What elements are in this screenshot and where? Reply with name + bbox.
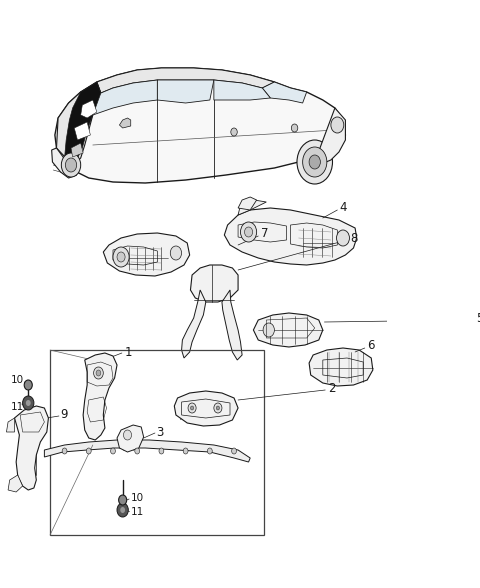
Polygon shape — [120, 118, 131, 128]
Polygon shape — [44, 440, 250, 462]
Circle shape — [297, 140, 333, 184]
Text: 1: 1 — [125, 346, 132, 359]
Circle shape — [263, 323, 275, 337]
Polygon shape — [214, 80, 270, 100]
Polygon shape — [238, 200, 266, 215]
Text: 6: 6 — [367, 339, 375, 352]
Circle shape — [113, 247, 129, 267]
Circle shape — [135, 448, 140, 454]
Text: 11: 11 — [11, 402, 24, 412]
Polygon shape — [65, 82, 101, 165]
Circle shape — [231, 128, 237, 136]
Polygon shape — [262, 82, 307, 103]
Polygon shape — [253, 313, 323, 347]
Circle shape — [65, 158, 77, 172]
Polygon shape — [71, 143, 83, 157]
Text: 10: 10 — [11, 375, 24, 385]
Text: 4: 4 — [339, 201, 347, 213]
Polygon shape — [191, 265, 238, 302]
Circle shape — [26, 400, 31, 406]
Circle shape — [123, 430, 132, 440]
Bar — [50, 350, 264, 535]
Circle shape — [96, 370, 101, 376]
Circle shape — [120, 507, 125, 513]
Circle shape — [216, 406, 219, 410]
Circle shape — [119, 495, 127, 505]
Polygon shape — [309, 348, 373, 386]
Circle shape — [302, 147, 327, 177]
Polygon shape — [55, 68, 346, 183]
Text: 2: 2 — [328, 382, 335, 395]
Circle shape — [336, 230, 349, 246]
Polygon shape — [315, 108, 346, 165]
Polygon shape — [8, 475, 23, 492]
Circle shape — [94, 367, 103, 379]
Circle shape — [24, 380, 32, 390]
Text: 9: 9 — [60, 409, 68, 422]
Circle shape — [232, 448, 237, 454]
Polygon shape — [97, 68, 275, 93]
Circle shape — [23, 396, 34, 410]
Polygon shape — [181, 290, 206, 358]
Circle shape — [110, 448, 115, 454]
Polygon shape — [81, 100, 97, 118]
Polygon shape — [52, 148, 77, 178]
Circle shape — [244, 227, 252, 237]
Polygon shape — [14, 406, 48, 490]
Polygon shape — [117, 425, 144, 452]
Text: 10: 10 — [131, 493, 144, 503]
Polygon shape — [238, 197, 257, 210]
Circle shape — [291, 124, 298, 132]
Polygon shape — [222, 290, 242, 360]
Text: 5: 5 — [476, 312, 480, 325]
Circle shape — [62, 448, 67, 454]
Circle shape — [191, 406, 194, 410]
Polygon shape — [74, 122, 90, 140]
Polygon shape — [157, 80, 214, 103]
Circle shape — [207, 448, 212, 454]
Circle shape — [183, 448, 188, 454]
Polygon shape — [6, 418, 14, 432]
Circle shape — [331, 117, 344, 133]
Circle shape — [240, 222, 257, 242]
Polygon shape — [224, 208, 357, 265]
Circle shape — [117, 503, 128, 517]
Circle shape — [159, 448, 164, 454]
Text: 8: 8 — [350, 232, 358, 245]
Text: 3: 3 — [156, 426, 164, 439]
Circle shape — [188, 403, 196, 413]
Text: 7: 7 — [261, 226, 268, 239]
Circle shape — [309, 155, 320, 169]
Circle shape — [86, 448, 91, 454]
Polygon shape — [57, 92, 93, 165]
Circle shape — [214, 403, 222, 413]
Circle shape — [170, 246, 181, 260]
Polygon shape — [81, 80, 157, 115]
Polygon shape — [103, 233, 190, 276]
Circle shape — [117, 252, 125, 262]
Polygon shape — [174, 391, 238, 426]
Circle shape — [61, 153, 81, 177]
Text: 11: 11 — [131, 507, 144, 517]
Polygon shape — [83, 353, 117, 440]
